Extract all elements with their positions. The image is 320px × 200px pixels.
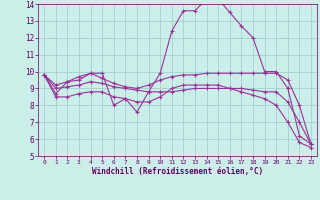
X-axis label: Windchill (Refroidissement éolien,°C): Windchill (Refroidissement éolien,°C) (92, 167, 263, 176)
